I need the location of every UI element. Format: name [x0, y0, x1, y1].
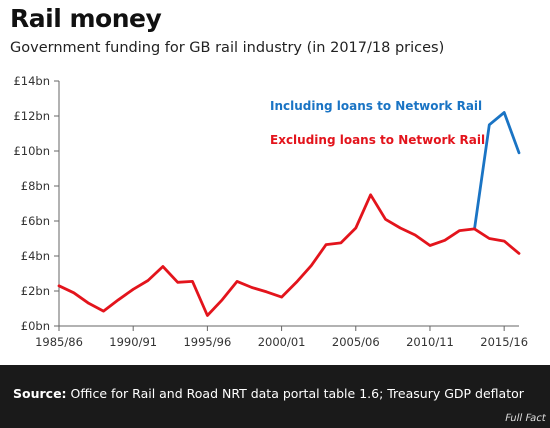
x-axis-tick-label: 1990/91	[109, 335, 157, 349]
x-axis-tick-label: 1985/86	[35, 335, 83, 349]
x-axis-tick-label: 2000/01	[258, 335, 306, 349]
source-label: Source:	[13, 386, 67, 401]
y-axis-tick-label: £12bn	[13, 109, 50, 123]
chart-subtitle: Government funding for GB rail industry …	[10, 40, 445, 56]
x-axis-tick-label: 1995/96	[183, 335, 231, 349]
y-axis-tick-label: £8bn	[21, 179, 50, 193]
legend-label-including-loans: Including loans to Network Rail	[270, 99, 482, 113]
y-axis-tick-label: £2bn	[21, 284, 50, 298]
y-axis-tick-label: £0bn	[21, 319, 50, 333]
source-text: Office for Rail and Road NRT data portal…	[70, 386, 524, 401]
chart-title: Rail money	[10, 4, 162, 33]
series-line-including-loans	[473, 111, 521, 231]
y-axis-tick-label: £14bn	[13, 74, 50, 88]
footer-bar: Source: Office for Rail and Road NRT dat…	[0, 365, 550, 428]
y-axis-tick-label: £6bn	[21, 214, 50, 228]
x-axis-tick-label: 2015/16	[480, 335, 528, 349]
series-line-excluding-loans	[57, 193, 521, 317]
y-axis-tick-label: £10bn	[13, 144, 50, 158]
full-fact-logo: Full Fact	[504, 413, 548, 424]
source-note: Source: Office for Rail and Road NRT dat…	[13, 386, 524, 401]
x-axis-tick-label: 2010/11	[406, 335, 454, 349]
y-axis-tick-label: £4bn	[21, 249, 50, 263]
legend-label-excluding-loans: Excluding loans to Network Rail	[270, 133, 485, 147]
x-axis-tick-label: 2005/06	[332, 335, 380, 349]
line-chart: £0bn £2bn £4bn £6bn £8bn £10bn £12bn £14bn 1985/…	[13, 74, 528, 349]
